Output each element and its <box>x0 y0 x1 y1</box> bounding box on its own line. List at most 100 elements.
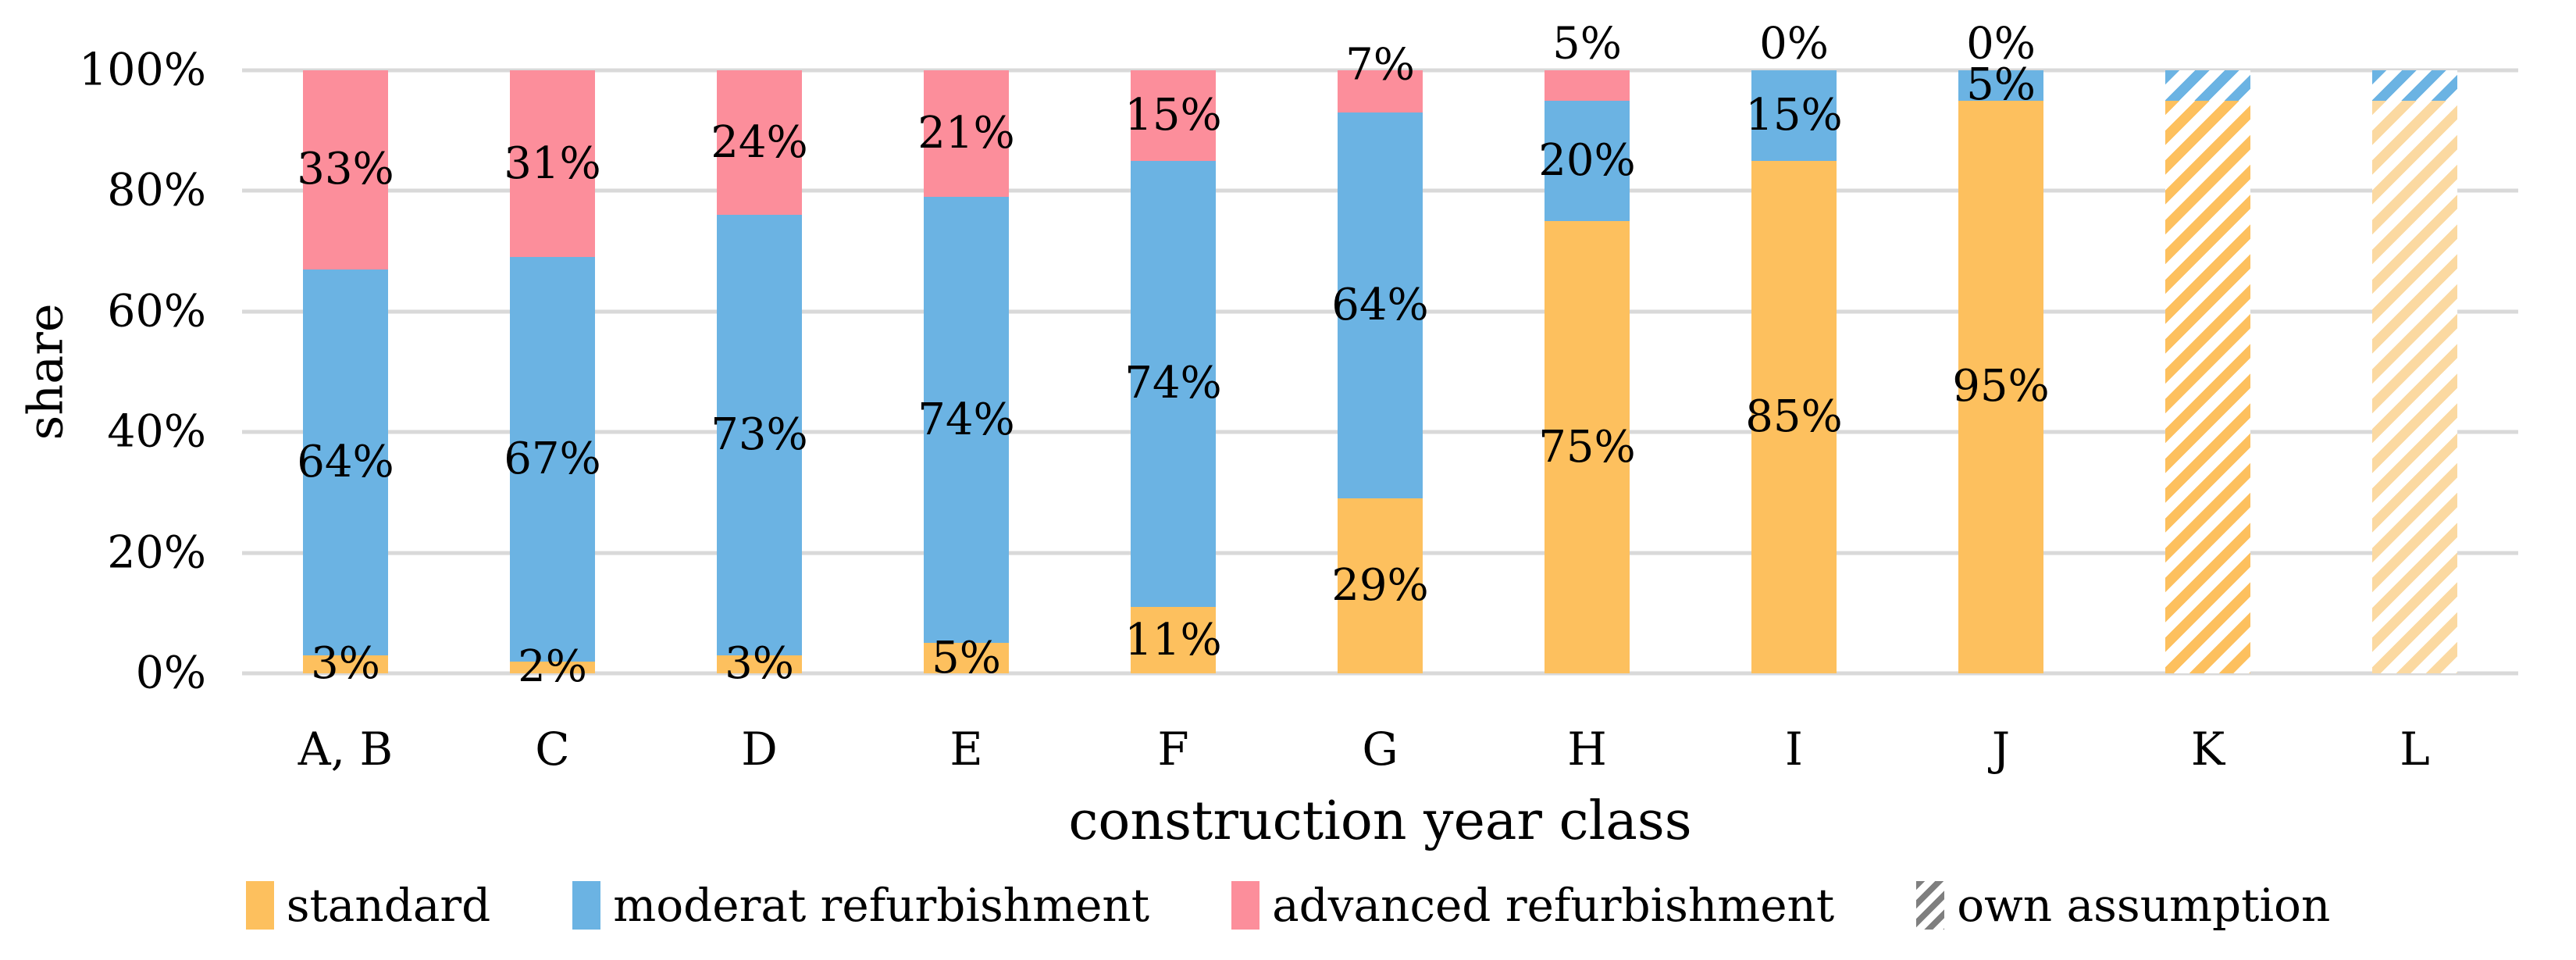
data-label: 7% <box>1345 39 1415 91</box>
x-tick-label: C <box>535 723 570 776</box>
data-label: 21% <box>917 108 1015 159</box>
bar-segment-advanced_refurbishment: 21% <box>917 70 1015 198</box>
data-label: 74% <box>1124 358 1222 409</box>
data-label: 67% <box>504 433 601 484</box>
bar-segment-standard: 3% <box>717 642 802 686</box>
bar-segment-moderat_refurbishment: 67% <box>504 257 601 662</box>
bar-segment-standard: 2% <box>510 645 595 689</box>
bar-segment-standard: 5% <box>924 636 1009 680</box>
bar-slot: 95% 5% 0% <box>1897 22 2104 673</box>
bar-segment-advanced_refurbishment: 7% <box>1338 43 1423 113</box>
bar-slot: 3% 64% 33% <box>242 70 449 686</box>
data-label: 5% <box>932 632 1001 683</box>
bar-l <box>2372 70 2457 673</box>
bar-segment-advanced_refurbishment: 33% <box>297 70 394 269</box>
bar-segment-moderat_refurbishment: 64% <box>1331 112 1429 499</box>
data-label: 15% <box>1124 89 1222 141</box>
data-label: 64% <box>1331 280 1429 331</box>
gridline <box>242 68 2518 73</box>
bars-layer: 3% 64% 33% 2% 67% 31% 3% 73% 24% 5% 74% 21% 11% 74% 15… <box>242 22 2518 689</box>
bar-segment-advanced_refurbishment: 5% <box>1545 22 1630 101</box>
y-tick-label: 100% <box>79 44 206 96</box>
legend-entry-moderat-refurbishment: moderat refurbishment <box>572 881 1149 930</box>
bar-slot: 3% 73% 24% <box>656 70 863 686</box>
bar-e: 5% 74% 21% <box>917 70 1015 680</box>
bar-segment-moderat_refurbishment: 73% <box>711 215 808 655</box>
data-label: 75% <box>1538 421 1636 473</box>
x-tick-label: D <box>741 723 778 776</box>
bar-segment-standard: 3% <box>303 642 388 686</box>
x-tick-label: H <box>1567 723 1607 776</box>
bar-segment-moderat_refurbishment: 5% <box>1958 63 2043 107</box>
bar-segment-moderat_refurbishment: 74% <box>917 197 1015 644</box>
data-label: 5% <box>1966 59 2036 111</box>
x-tick-label: F <box>1157 723 1189 776</box>
data-label: 95% <box>1952 361 2050 412</box>
data-label: 3% <box>311 638 380 690</box>
legend-label: advanced refurbishment <box>1272 879 1835 932</box>
data-label: 2% <box>518 641 587 693</box>
x-tick-label: L <box>2400 723 2430 776</box>
y-axis: 0% 20% 40% 60% 80% 100% <box>0 48 220 695</box>
y-tick-label: 80% <box>107 164 206 216</box>
data-label: 31% <box>504 137 601 189</box>
x-axis-title: construction year class <box>1068 790 1692 852</box>
data-label: 85% <box>1745 391 1843 442</box>
bar-slot: 5% 74% 21% <box>863 70 1070 680</box>
hatch-swatch-icon <box>1916 881 1945 930</box>
bar-segment-standard_light <box>2372 100 2457 673</box>
bar-segment-standard <box>2165 100 2250 673</box>
legend-entry-standard: standard <box>245 881 490 930</box>
bar-segment-advanced_refurbishment: 15% <box>1124 70 1222 161</box>
bar-segment-moderat_refurbishment: 20% <box>1538 100 1636 221</box>
bar-slot <box>2311 70 2518 673</box>
bar-segment-moderat_refurbishment <box>2372 70 2457 101</box>
bar-segment-standard: 29% <box>1331 498 1429 673</box>
legend-entry-own-assumption: own assumption <box>1916 881 2330 930</box>
x-tick-label: G <box>1362 723 1398 776</box>
bar-i: 85% 15% 0% <box>1745 22 1843 673</box>
bar-k <box>2165 70 2250 673</box>
bar-f: 11% 74% 15% <box>1124 70 1222 673</box>
bar-segment-advanced_refurbishment: 31% <box>504 70 601 258</box>
bar-d: 3% 73% 24% <box>711 70 808 686</box>
bar-segment-standard: 95% <box>1952 100 2050 673</box>
y-tick-label: 0% <box>135 647 206 699</box>
x-axis: A, B C D E F G H I J K L <box>242 723 2518 776</box>
data-label: 74% <box>917 394 1015 445</box>
color-swatch-icon <box>245 881 274 930</box>
legend-entry-advanced-refurbishment: advanced refurbishment <box>1231 881 1834 930</box>
x-tick-label: I <box>1785 723 1803 776</box>
bar-slot: 2% 67% 31% <box>449 70 656 689</box>
bar-segment-advanced_refurbishment: 24% <box>711 70 808 216</box>
data-label: 5% <box>1552 18 1622 70</box>
x-tick-label: K <box>2190 723 2225 776</box>
bar-slot <box>2104 70 2311 673</box>
bar-segment-standard: 11% <box>1124 607 1222 673</box>
bar-h: 75% 20% 5% <box>1538 22 1636 673</box>
bar-c: 2% 67% 31% <box>504 70 601 689</box>
data-label: 29% <box>1331 560 1429 612</box>
bar-segment-standard: 85% <box>1745 160 1843 673</box>
bar-ab: 3% 64% 33% <box>297 70 394 686</box>
data-label: 20% <box>1538 134 1636 186</box>
x-tick-label: J <box>1991 723 2011 776</box>
data-label: 64% <box>297 436 394 487</box>
data-label: 24% <box>711 116 808 168</box>
legend-label: own assumption <box>1957 879 2331 932</box>
bar-segment-moderat_refurbishment <box>2165 70 2250 101</box>
y-tick-label: 40% <box>107 405 206 458</box>
gridline <box>242 671 2518 676</box>
x-tick-label: E <box>950 723 983 776</box>
x-tick-label: A, B <box>298 723 394 776</box>
data-label: 15% <box>1745 89 1843 141</box>
data-label: 33% <box>297 144 394 195</box>
y-tick-label: 20% <box>107 526 206 579</box>
bar-g: 29% 64% 7% <box>1331 43 1429 673</box>
bar-slot: 85% 15% 0% <box>1691 22 1897 673</box>
data-label: 11% <box>1124 614 1222 666</box>
bar-slot: 75% 20% 5% <box>1484 22 1691 673</box>
bar-j: 95% 5% 0% <box>1952 22 2050 673</box>
bar-segment-standard: 75% <box>1538 221 1636 673</box>
